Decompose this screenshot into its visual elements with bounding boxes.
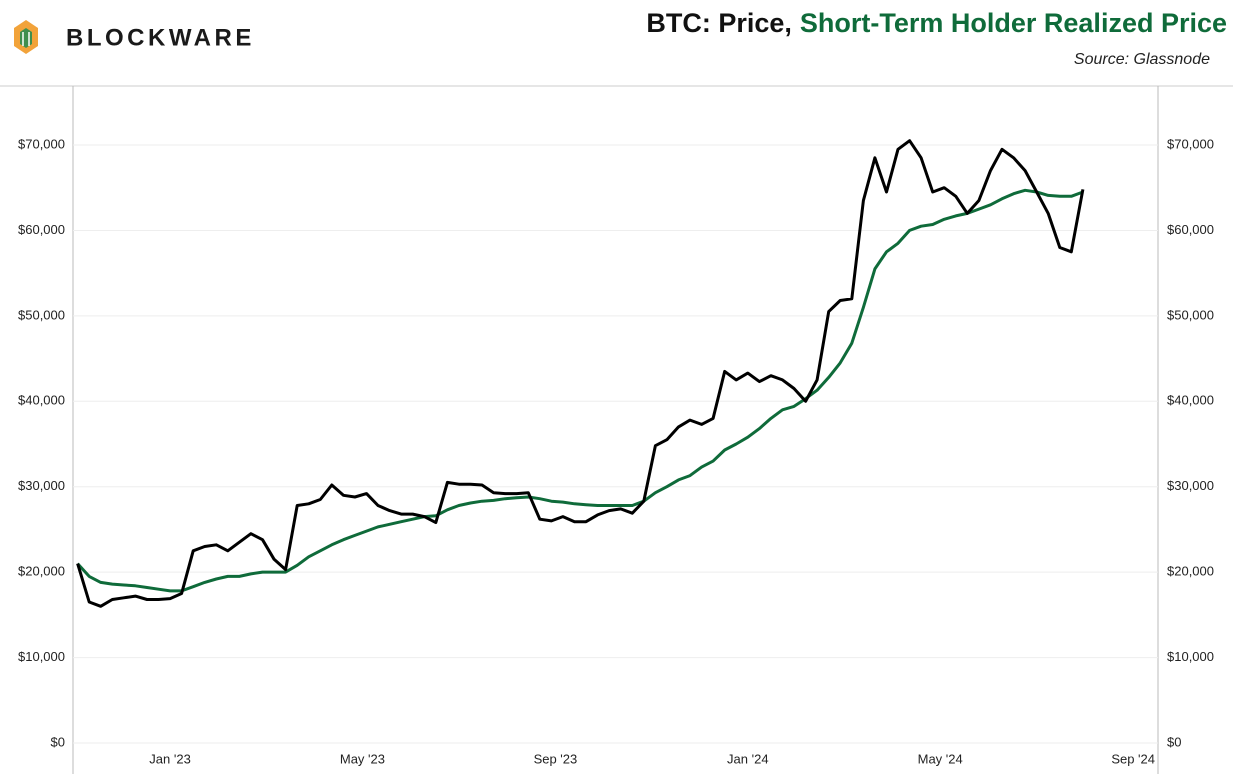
y-tick-label: $70,000 xyxy=(18,136,65,151)
x-tick-label: May '23 xyxy=(340,751,385,766)
y-tick-label: $30,000 xyxy=(18,478,65,493)
x-tick-label: May '24 xyxy=(918,751,963,766)
y2-tick-label: $60,000 xyxy=(1167,222,1214,237)
y-tick-label: $50,000 xyxy=(18,307,65,322)
y2-tick-label: $30,000 xyxy=(1167,478,1214,493)
brand: BLOCKWARE xyxy=(66,24,255,51)
y2-tick-label: $0 xyxy=(1167,734,1181,749)
x-tick-label: Jan '23 xyxy=(149,751,191,766)
y-tick-label: $0 xyxy=(51,734,65,749)
logo-icon xyxy=(14,20,38,54)
y2-tick-label: $20,000 xyxy=(1167,564,1214,579)
y2-tick-label: $10,000 xyxy=(1167,649,1214,664)
series-line xyxy=(76,139,1085,608)
chart-title: BTC: Price, Short-Term Holder Realized Pr… xyxy=(646,8,1227,38)
title-part: Short-Term Holder Realized Price xyxy=(800,8,1227,38)
y-tick-label: $60,000 xyxy=(18,222,65,237)
x-tick-label: Jan '24 xyxy=(727,751,769,766)
series-line xyxy=(76,188,1084,593)
y2-tick-label: $50,000 xyxy=(1167,307,1214,322)
y2-tick-label: $40,000 xyxy=(1167,393,1214,408)
y-tick-label: $10,000 xyxy=(18,649,65,664)
subtitle: Source: Glassnode xyxy=(1074,51,1210,68)
x-tick-label: Sep '24 xyxy=(1111,751,1155,766)
y2-tick-label: $70,000 xyxy=(1167,136,1214,151)
y-tick-label: $20,000 xyxy=(18,564,65,579)
x-tick-label: Sep '23 xyxy=(534,751,578,766)
title-part: BTC: Price, xyxy=(646,8,792,38)
y-tick-label: $40,000 xyxy=(18,393,65,408)
